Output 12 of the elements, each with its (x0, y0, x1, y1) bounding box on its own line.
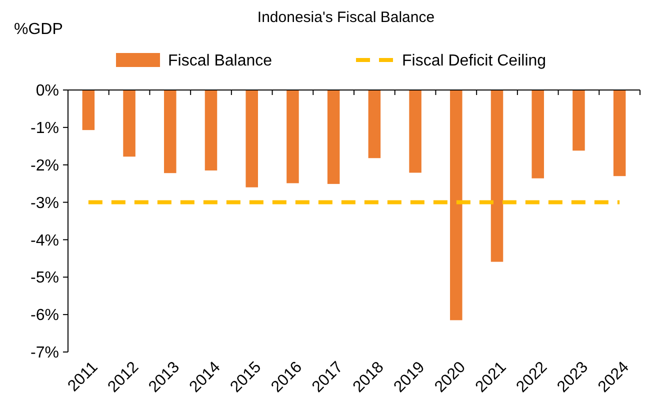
y-tick-label: -2% (30, 157, 59, 174)
y-tick-label: -1% (30, 120, 59, 138)
y-tick-label: -4% (30, 232, 59, 250)
y-tick-label: -3% (30, 194, 59, 212)
chart-title: Indonesia's Fiscal Balance (257, 9, 435, 26)
y-tick-label: -7% (30, 344, 59, 362)
y-tick-label: 0% (36, 82, 59, 100)
y-axis-title: %GDP (14, 21, 63, 38)
y-tick-label: -5% (30, 270, 59, 287)
legend-label: Fiscal Deficit Ceiling (402, 52, 546, 70)
y-tick-label: -6% (30, 307, 59, 324)
legend-label: Fiscal Balance (168, 52, 272, 70)
